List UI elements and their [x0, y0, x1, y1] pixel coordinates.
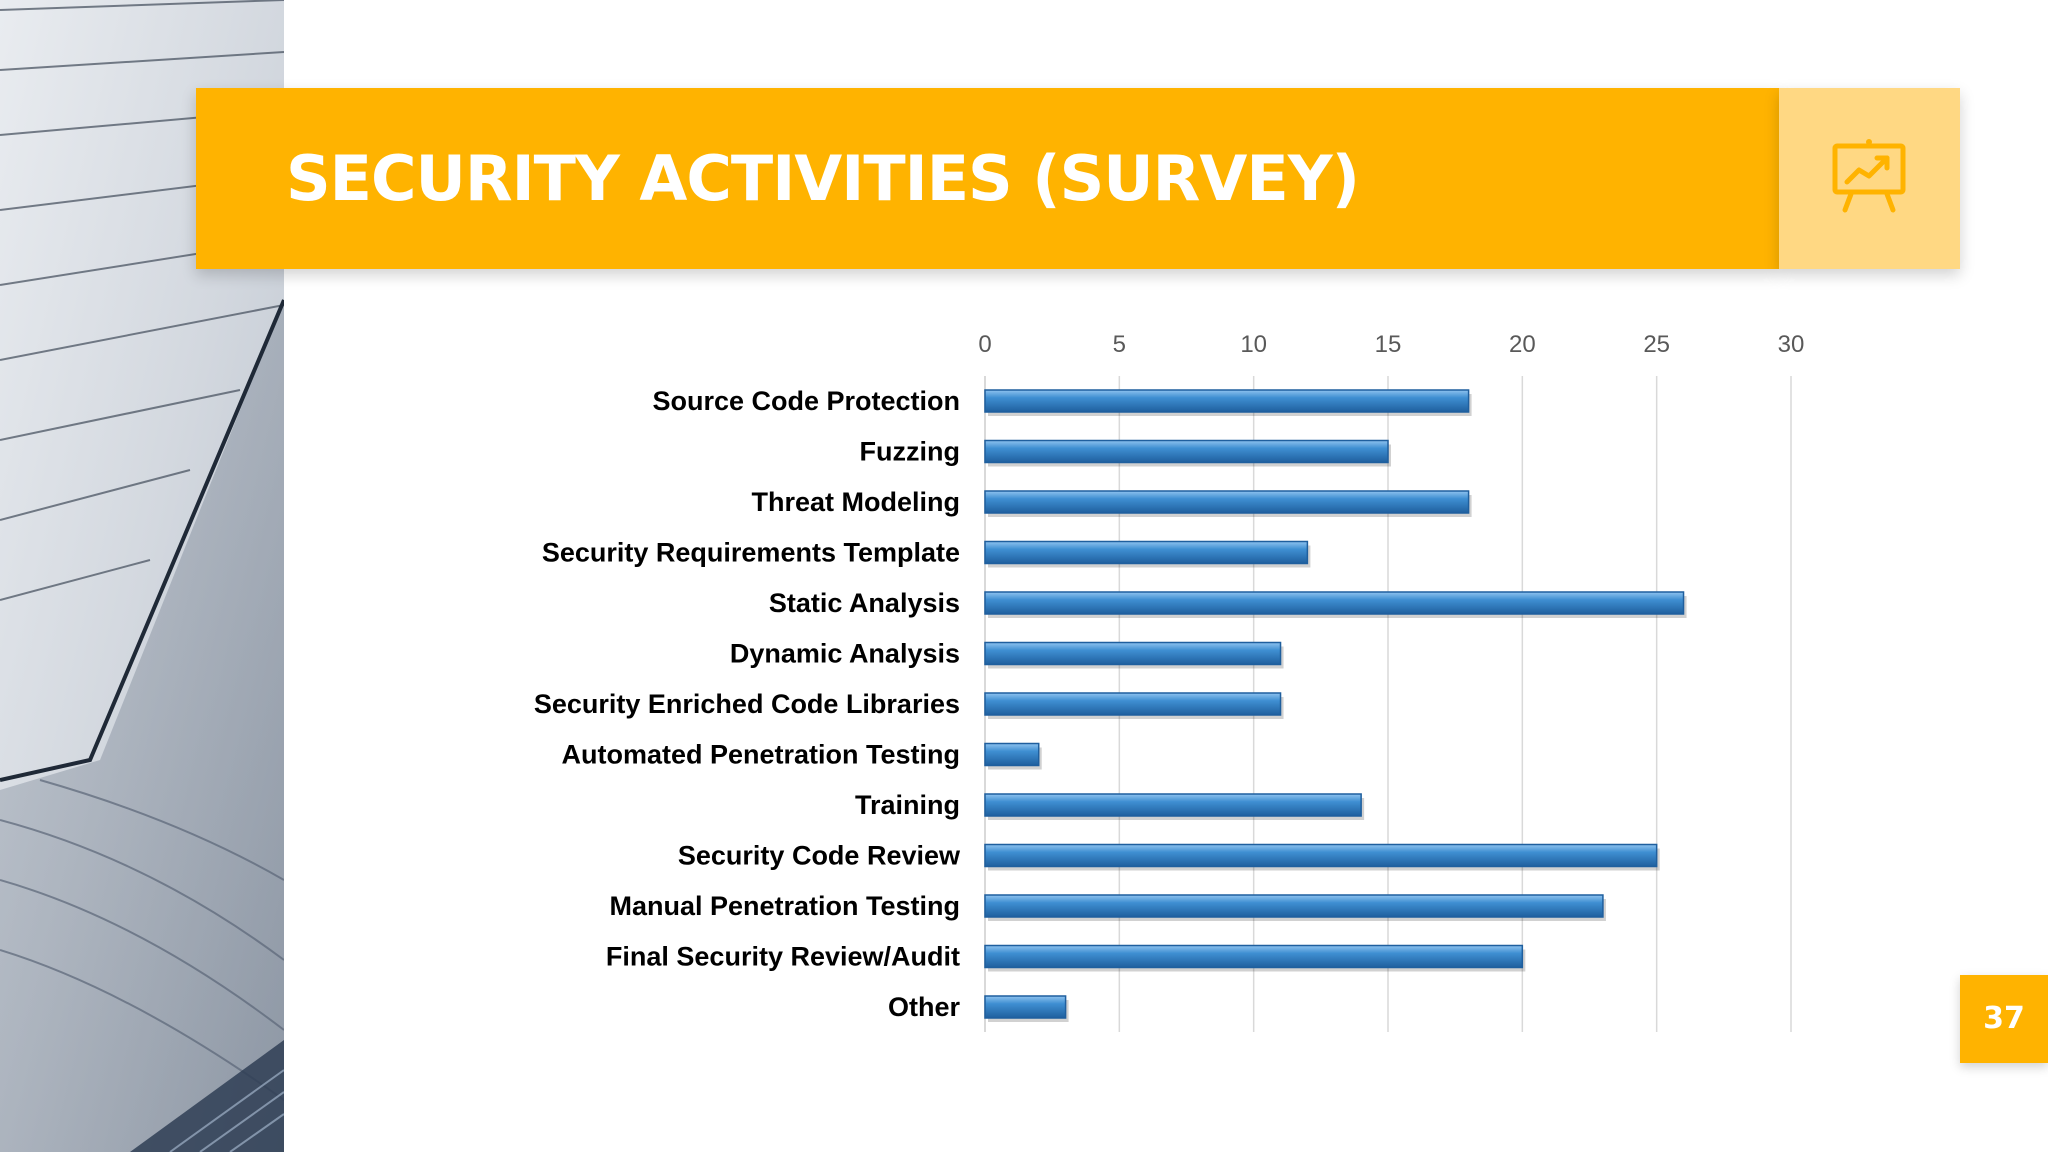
category-label: Security Code Review [678, 841, 961, 871]
presentation-chart-icon-box [1779, 88, 1960, 269]
bar [984, 995, 1067, 1019]
x-tick-label: 5 [1113, 331, 1126, 358]
x-tick-label: 15 [1375, 331, 1402, 358]
bar [984, 944, 1524, 969]
category-label: Training [855, 790, 960, 820]
x-tick-label: 10 [1240, 331, 1267, 358]
category-label: Static Analysis [769, 588, 960, 618]
category-label: Security Enriched Code Libraries [534, 689, 960, 719]
category-label: Other [888, 992, 961, 1022]
bar [984, 641, 1282, 666]
page-number-badge: 37 [1960, 975, 2048, 1063]
x-tick-label: 20 [1509, 331, 1536, 358]
category-label: Dynamic Analysis [730, 639, 960, 669]
category-label: Automated Penetration Testing [561, 740, 960, 770]
bar [984, 843, 1658, 868]
bar [984, 692, 1282, 716]
bar [984, 439, 1389, 464]
x-tick-label: 0 [978, 331, 991, 358]
presentation-chart-icon [1832, 139, 1906, 213]
category-label: Security Requirements Template [542, 538, 960, 568]
x-tick-label: 30 [1778, 331, 1805, 358]
category-label: Source Code Protection [652, 386, 960, 416]
bar [984, 389, 1470, 413]
category-label: Threat Modeling [752, 487, 961, 517]
bar [984, 894, 1604, 918]
slide-title: SECURITY ACTIVITIES (SURVEY) [286, 142, 1360, 215]
bar [984, 742, 1040, 767]
bar [984, 540, 1309, 565]
bar [984, 490, 1470, 514]
category-label: Fuzzing [860, 437, 960, 467]
bar [984, 793, 1362, 817]
title-bar [196, 88, 1779, 269]
category-label: Final Security Review/Audit [606, 942, 960, 972]
category-label: Manual Penetration Testing [609, 891, 960, 921]
x-tick-label: 25 [1643, 331, 1670, 358]
bar [984, 591, 1685, 615]
